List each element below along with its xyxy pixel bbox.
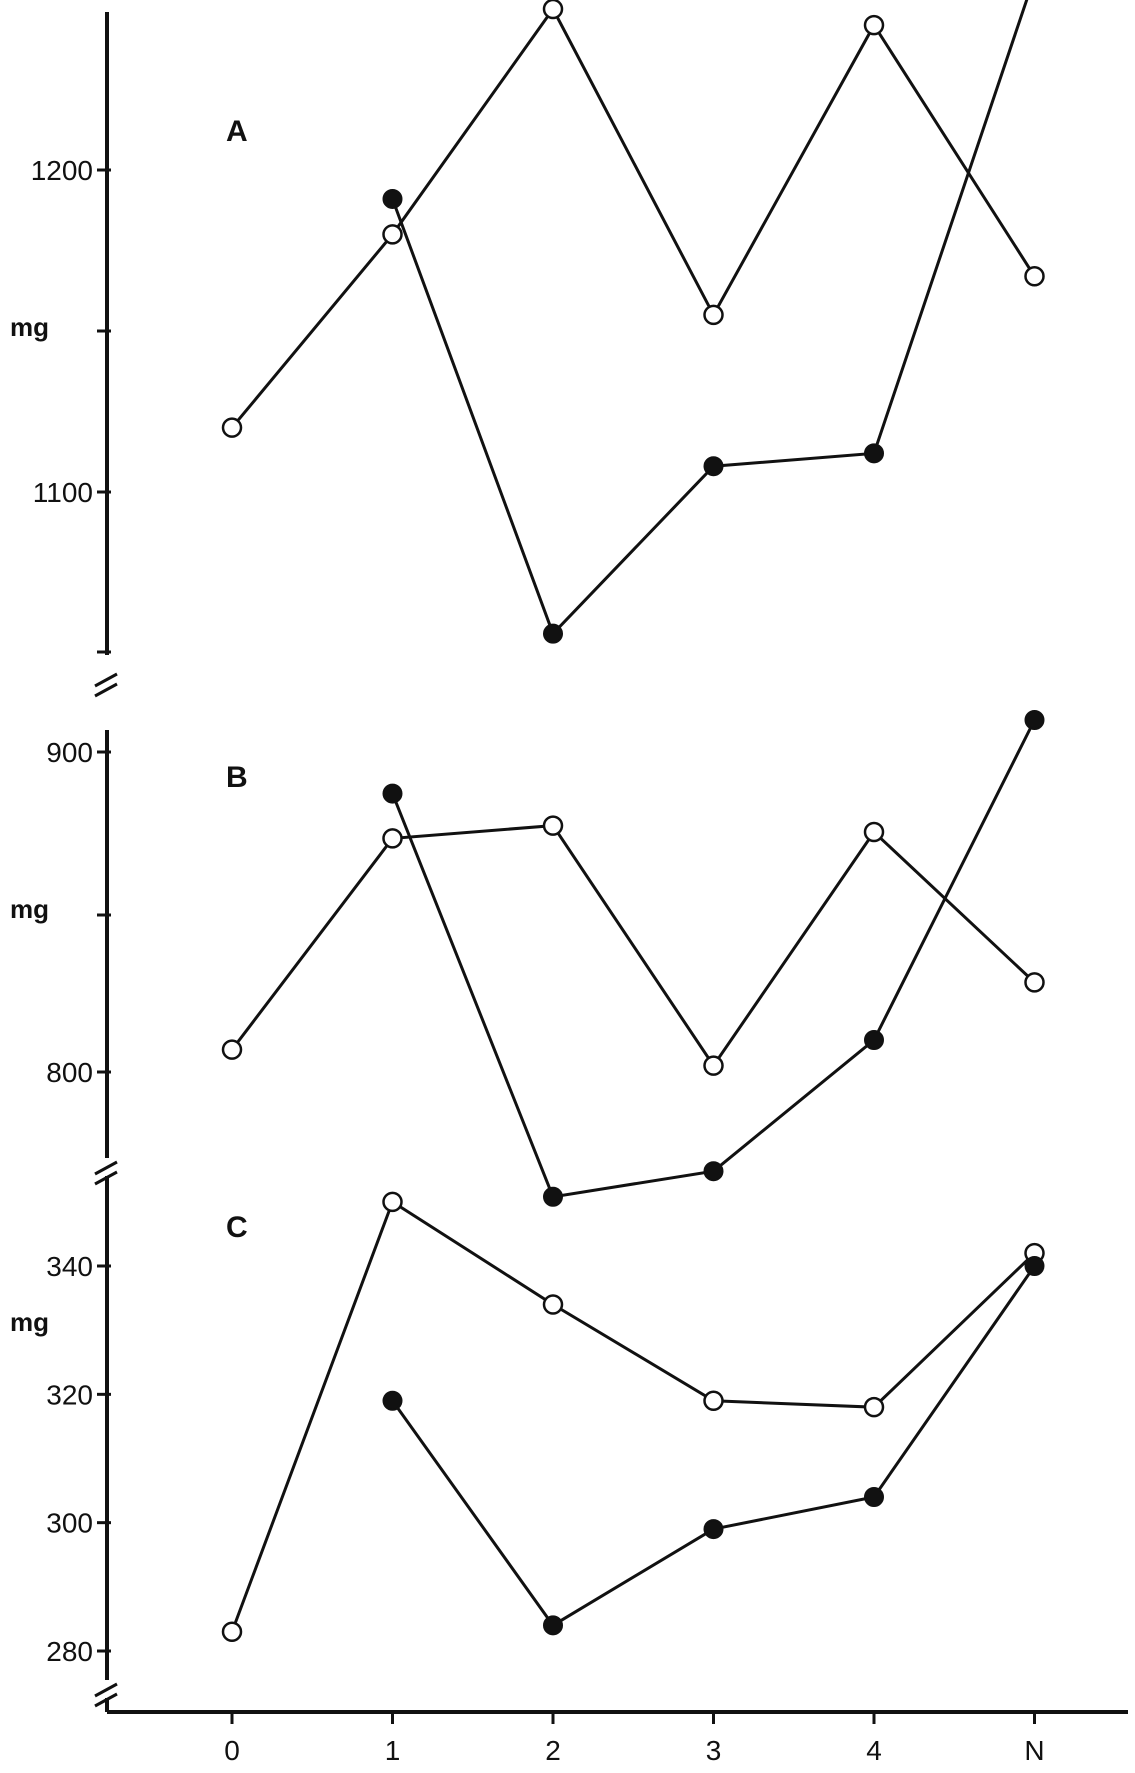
panel-C: 340 320 300 280 mg C <box>10 1191 1045 1667</box>
axis-break-mark <box>94 1160 118 1186</box>
panel-label: C <box>226 1211 248 1244</box>
panel-A: 1200 1100 mg A <box>10 0 1045 654</box>
y-unit-label: mg <box>10 894 49 924</box>
data-point-filled <box>864 443 884 464</box>
data-point-open <box>1024 266 1045 287</box>
panels: 1200 1100 mg A 900 800 mg B 340 320 300 280 mg C <box>10 0 1045 1667</box>
series-line-open <box>230 824 1036 1069</box>
y-tick-label: 1200 <box>31 155 93 186</box>
series-line-open <box>230 6 1036 429</box>
data-point-filled <box>382 1390 403 1411</box>
data-point-filled <box>543 623 563 644</box>
series-line-filled <box>391 719 1036 1199</box>
data-point-open <box>382 1191 403 1213</box>
axes <box>94 12 118 1708</box>
data-point-open <box>863 1396 885 1418</box>
data-point-filled <box>864 1487 884 1507</box>
data-point-open <box>542 1294 564 1315</box>
data-point-open <box>1024 972 1045 993</box>
data-point-filled <box>1024 710 1045 730</box>
panel-B: 900 800 mg B <box>10 710 1045 1207</box>
data-point-filled <box>703 456 724 477</box>
data-point-open <box>382 224 403 245</box>
data-point-filled <box>543 1615 563 1636</box>
x-axis: 0 1 2 3 4 N <box>105 1698 1128 1766</box>
y-unit-label: mg <box>10 1307 49 1337</box>
data-point-filled <box>703 1519 724 1540</box>
data-point-open <box>863 821 885 843</box>
panel-label: A <box>226 115 248 148</box>
data-point-filled <box>1024 1256 1045 1276</box>
data-point-filled <box>382 188 403 209</box>
y-tick-label: 800 <box>46 1057 93 1088</box>
data-point-filled <box>864 1030 884 1050</box>
data-point-open <box>221 417 243 438</box>
data-point-open <box>703 1055 724 1076</box>
series-line-filled <box>391 1265 1036 1628</box>
y-unit-label: mg <box>10 312 49 342</box>
data-point-open <box>542 815 564 836</box>
x-tick-label: 2 <box>545 1735 561 1766</box>
x-tick-label: 0 <box>224 1735 240 1766</box>
x-tick-label: 3 <box>706 1735 722 1766</box>
x-tick-label: N <box>1024 1735 1044 1766</box>
y-tick-label: 320 <box>46 1379 93 1410</box>
y-tick-label: 300 <box>46 1508 93 1539</box>
data-point-open <box>703 304 724 326</box>
y-tick-label: 1100 <box>33 477 93 508</box>
data-point-open <box>382 828 403 849</box>
data-point-open <box>542 0 564 20</box>
data-point-open <box>863 14 885 36</box>
y-tick-label: 280 <box>46 1636 93 1667</box>
data-point-open <box>703 1390 724 1411</box>
x-tick-label: 1 <box>385 1735 401 1766</box>
data-point-filled <box>703 1161 724 1182</box>
data-point-open <box>221 1039 243 1060</box>
panel-label: B <box>226 761 248 794</box>
series-line-open <box>230 1199 1036 1633</box>
y-tick-label: 900 <box>46 737 93 768</box>
data-point-filled <box>543 1186 563 1207</box>
y-tick-label: 340 <box>46 1251 93 1282</box>
axis-break-mark <box>94 672 118 698</box>
data-point-open <box>221 1621 243 1642</box>
data-point-filled <box>382 783 403 804</box>
x-tick-label: 4 <box>866 1735 882 1766</box>
